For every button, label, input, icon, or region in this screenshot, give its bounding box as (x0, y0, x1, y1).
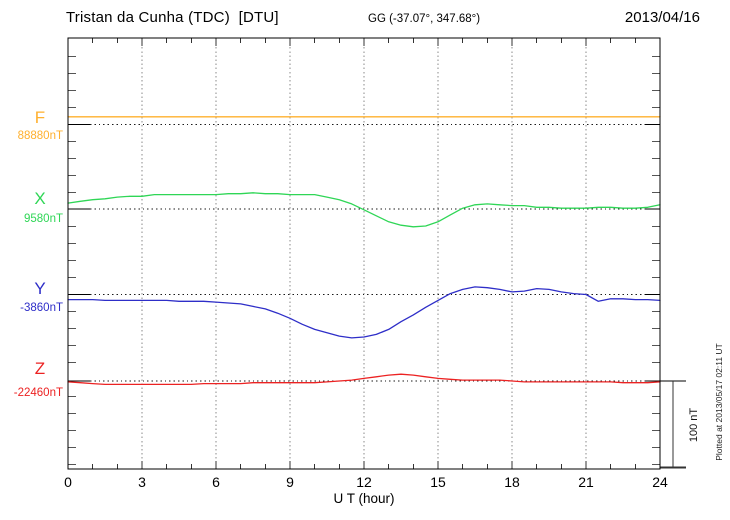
x-tick-label: 0 (64, 474, 72, 490)
plot-date: 2013/04/16 (624, 9, 700, 26)
component-value-y: -3860nT (20, 302, 63, 314)
component-value-f: 88880nT (17, 130, 63, 142)
component-label-f: F (34, 108, 46, 127)
x-tick-label: 12 (356, 474, 372, 490)
x-tick-label: 15 (430, 474, 446, 490)
component-label-z: Z (34, 359, 46, 378)
x-tick-label: 18 (504, 474, 520, 490)
scale-bar-label: 100 nT (688, 407, 700, 443)
plotted-at-timestamp: Plotted at 2013/05/17 02:11 UT (714, 343, 724, 461)
component-value-x: 9580nT (23, 213, 63, 225)
component-label-y: Y (34, 279, 46, 298)
x-tick-label: 6 (212, 474, 220, 490)
component-label-x: X (34, 189, 46, 208)
x-tick-label: 24 (652, 474, 668, 490)
x-tick-label: 3 (138, 474, 146, 490)
page-title: Tristan da Cunha (TDC) [DTU] (66, 9, 279, 26)
geographic-coordinates: GG (-37.07°, 347.68°) (368, 13, 481, 25)
x-tick-label: 9 (286, 474, 294, 490)
component-value-z: -22460nT (13, 387, 63, 399)
x-tick-label: 21 (578, 474, 594, 490)
x-axis-title: U T (hour) (333, 491, 395, 506)
